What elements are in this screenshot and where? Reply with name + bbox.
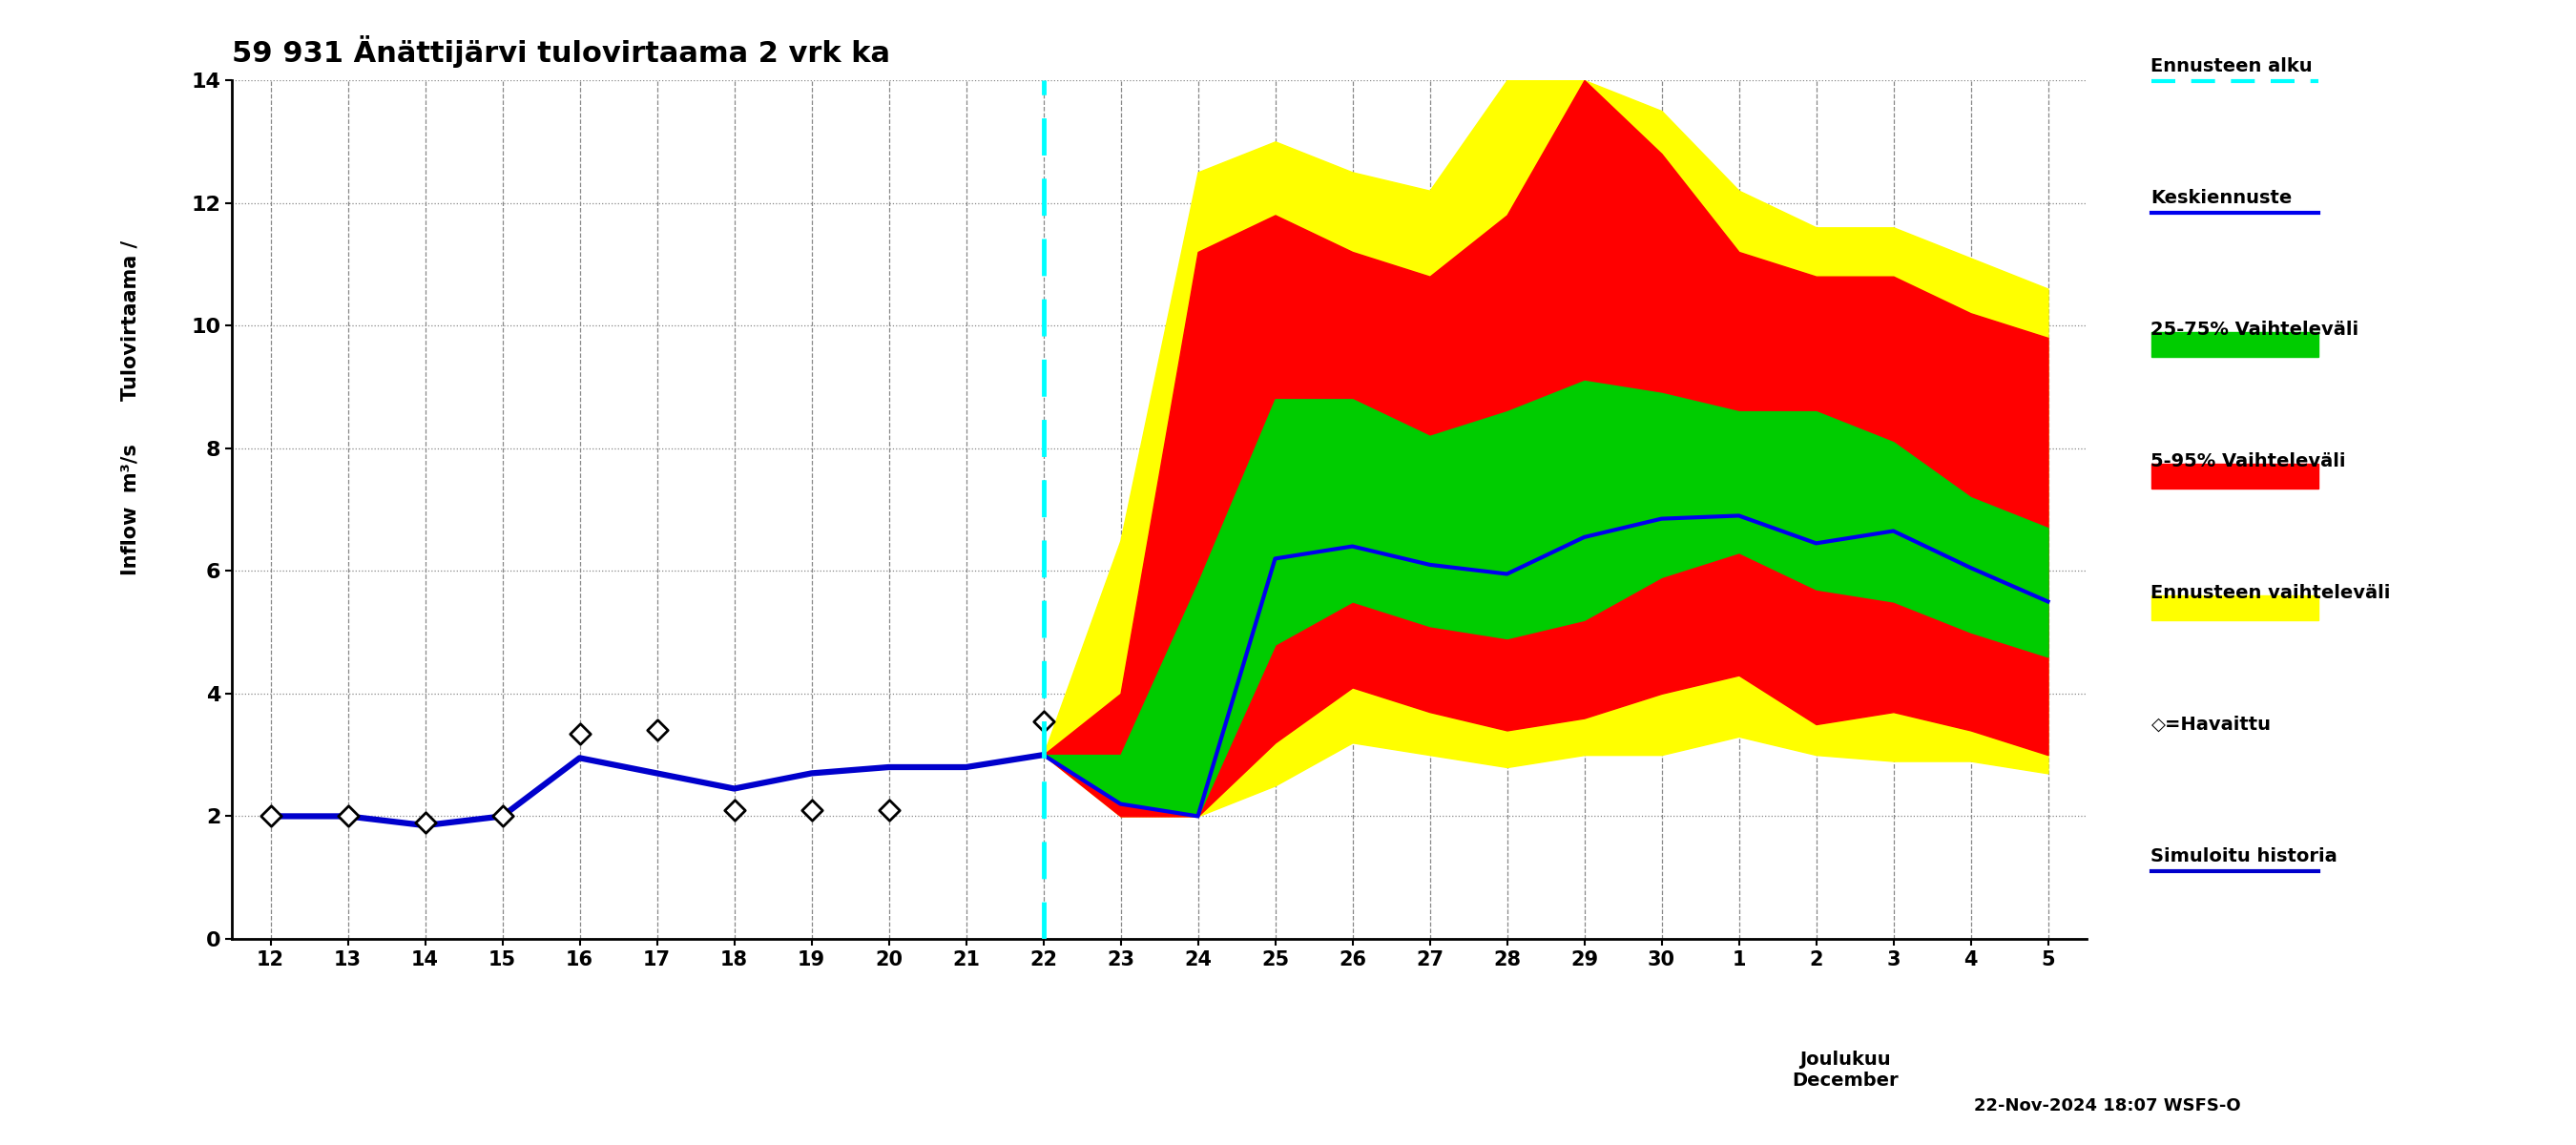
Point bbox=[482, 807, 523, 826]
Text: Ennusteen vaihteleväli: Ennusteen vaihteleväli bbox=[2151, 584, 2391, 602]
Point bbox=[1023, 712, 1064, 731]
Point bbox=[714, 802, 755, 820]
Text: Ennusteen alku: Ennusteen alku bbox=[2151, 57, 2313, 76]
Text: Simuloitu historia: Simuloitu historia bbox=[2151, 847, 2339, 866]
Text: Joulukuu
December: Joulukuu December bbox=[1793, 1051, 1899, 1090]
Text: Inflow  m³/s: Inflow m³/s bbox=[121, 444, 139, 575]
Point bbox=[791, 802, 832, 820]
Text: 5-95% Vaihteleväli: 5-95% Vaihteleväli bbox=[2151, 452, 2347, 471]
Point bbox=[868, 802, 909, 820]
Text: ◇=Havaittu: ◇=Havaittu bbox=[2151, 716, 2272, 734]
Text: 59 931 Änättijärvi tulovirtaama 2 vrk ka: 59 931 Änättijärvi tulovirtaama 2 vrk ka bbox=[232, 34, 891, 68]
Text: Tulovirtaama /: Tulovirtaama / bbox=[121, 240, 139, 401]
Text: 22-Nov-2024 18:07 WSFS-O: 22-Nov-2024 18:07 WSFS-O bbox=[1973, 1097, 2241, 1114]
Point bbox=[404, 813, 446, 831]
Point bbox=[250, 807, 291, 826]
Text: Keskiennuste: Keskiennuste bbox=[2151, 189, 2293, 207]
Text: 25-75% Vaihteleväli: 25-75% Vaihteleväli bbox=[2151, 321, 2360, 339]
Point bbox=[327, 807, 368, 826]
Point bbox=[559, 725, 600, 743]
Point bbox=[636, 721, 677, 740]
